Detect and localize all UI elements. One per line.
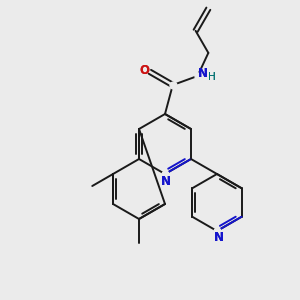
Text: N: N [198, 67, 208, 80]
Text: N: N [160, 175, 171, 188]
Text: N: N [214, 231, 224, 244]
Text: N: N [214, 231, 224, 244]
Text: H: H [208, 72, 215, 82]
Text: H: H [208, 72, 215, 82]
Text: N: N [160, 175, 171, 188]
Text: O: O [140, 64, 149, 77]
Text: N: N [198, 67, 208, 80]
Text: O: O [140, 64, 149, 77]
